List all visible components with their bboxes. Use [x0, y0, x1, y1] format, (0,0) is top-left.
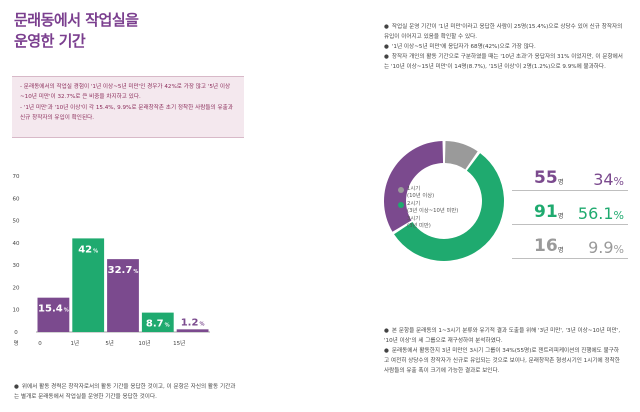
stat-row-period-2: 91 명 56.1%	[512, 200, 628, 225]
y-tick-label: 20	[13, 285, 20, 291]
y-tick-label: 50	[13, 219, 20, 225]
note-item: ● 작업실 운영 기간이 '1년 미만'이라고 응답한 사람이 25명(15.4%…	[384, 24, 623, 40]
bullet-icon: ●	[14, 384, 19, 390]
page-title: 문래동에서 작업실을 운영한 기간	[14, 10, 214, 52]
bullet-icon: ●	[384, 54, 389, 60]
bar	[141, 312, 174, 332]
stat-percent: 34%	[593, 170, 624, 189]
bar-value-label: 1.2%	[181, 317, 205, 328]
summary-line-2: - '1년 미만'과 '10년 이상'이 각 15.4%, 9.9%로 문래창작…	[20, 105, 233, 121]
x-tick-label: 10년	[138, 339, 150, 347]
donut-slice	[394, 153, 504, 261]
stat-percent: 9.9%	[588, 238, 624, 257]
y-axis-label: 명	[13, 340, 18, 347]
bar-value-label: 15.4%	[38, 304, 69, 315]
y-tick-label: 10	[13, 308, 20, 314]
x-tick-label: 1년	[71, 339, 80, 347]
bar-value-label: 42%	[78, 244, 98, 255]
y-tick-label: 40	[13, 241, 20, 247]
donut-slice	[384, 141, 444, 232]
x-tick-label: 0	[38, 341, 42, 347]
left-bottom-note: ● 위에서 활동 경력은 창작자로서의 활동 기간을 응답한 것이고, 이 문항은…	[14, 384, 236, 400]
bar-value-label: 32.7%	[108, 265, 139, 276]
y-tick-label: 70	[13, 174, 20, 180]
stat-row-period-3: 55 명 34%	[512, 166, 628, 191]
bar	[176, 329, 209, 332]
right-top-notes: ● 작업실 운영 기간이 '1년 미만'이라고 응답한 사람이 25명(15.4%…	[384, 22, 624, 72]
legend-item-period-3: 3시기 (3년 미만)	[398, 216, 478, 229]
note-item: ● 문래동에서 활동한지 3년 미만인 3시기 그룹이 34%(55명)로 젠트리…	[384, 348, 620, 374]
summary-line-1: - 문래동에서의 작업실 경험이 '1년 이상~5년 미만'인 경우가 42%로…	[20, 84, 231, 100]
stat-count: 91	[534, 202, 558, 222]
donut-slice	[444, 141, 478, 170]
bar-value-label: 8.7%	[146, 319, 170, 330]
bar-chart: 0 10 20 30 40 50 60 70 명 15.4% 42% 32.7% 8.7% 1.2% 0 1년…	[13, 174, 210, 347]
legend-dot-icon	[398, 202, 404, 209]
stat-unit: 명	[558, 247, 564, 254]
stat-count: 16	[534, 236, 558, 256]
y-tick-label: 60	[13, 196, 20, 202]
summary-box: - 문래동에서의 작업실 경험이 '1년 이상~5년 미만'인 경우가 42%로…	[12, 76, 244, 138]
stat-percent: 56.1%	[577, 204, 624, 223]
x-tick-label: 5년	[105, 339, 114, 347]
stat-unit: 명	[558, 179, 564, 186]
stat-unit: 명	[558, 213, 564, 220]
donut-legend: 1시기 (10년 이상) 2시기 (3년 이상~10년 미만) 3시기 (3년 …	[398, 186, 478, 232]
title-line-1: 문래동에서 작업실을	[14, 11, 139, 29]
legend-item-period-1: 1시기 (10년 이상)	[398, 186, 478, 199]
bar	[107, 259, 139, 332]
note-item: ● 창작자 개인의 활동 기간으로 구분하였을 때는 '10년 초과'가 응답자의…	[384, 54, 623, 70]
y-tick-label: 30	[13, 263, 20, 269]
bullet-icon: ●	[384, 328, 389, 334]
donut-chart	[384, 141, 504, 261]
stat-row-period-1: 16 명 9.9%	[512, 234, 628, 259]
stat-count: 55	[534, 168, 558, 188]
bullet-icon: ●	[384, 348, 389, 354]
bullet-icon: ●	[384, 24, 389, 30]
x-tick-label: 15년	[173, 339, 185, 347]
note-item: ● 본 문항을 문래동의 1~3시기 분류와 유기적 결과 도출을 위해 '3년 …	[384, 328, 621, 344]
legend-dot-icon	[398, 217, 404, 224]
legend-item-period-2: 2시기 (3년 이상~10년 미만)	[398, 201, 478, 214]
title-line-2: 운영한 기간	[14, 32, 86, 50]
bar	[72, 238, 105, 332]
right-bottom-notes: ● 본 문항을 문래동의 1~3시기 분류와 유기적 결과 도출을 위해 '3년 …	[384, 326, 624, 376]
legend-dot-icon	[398, 187, 404, 193]
note-item: ● '1년 이상~5년 미만'에 응답자가 68명(42%)으로 가장 많다.	[384, 44, 536, 50]
bullet-icon: ●	[384, 44, 389, 50]
y-tick-label: 0	[14, 330, 18, 336]
bar	[37, 297, 70, 332]
